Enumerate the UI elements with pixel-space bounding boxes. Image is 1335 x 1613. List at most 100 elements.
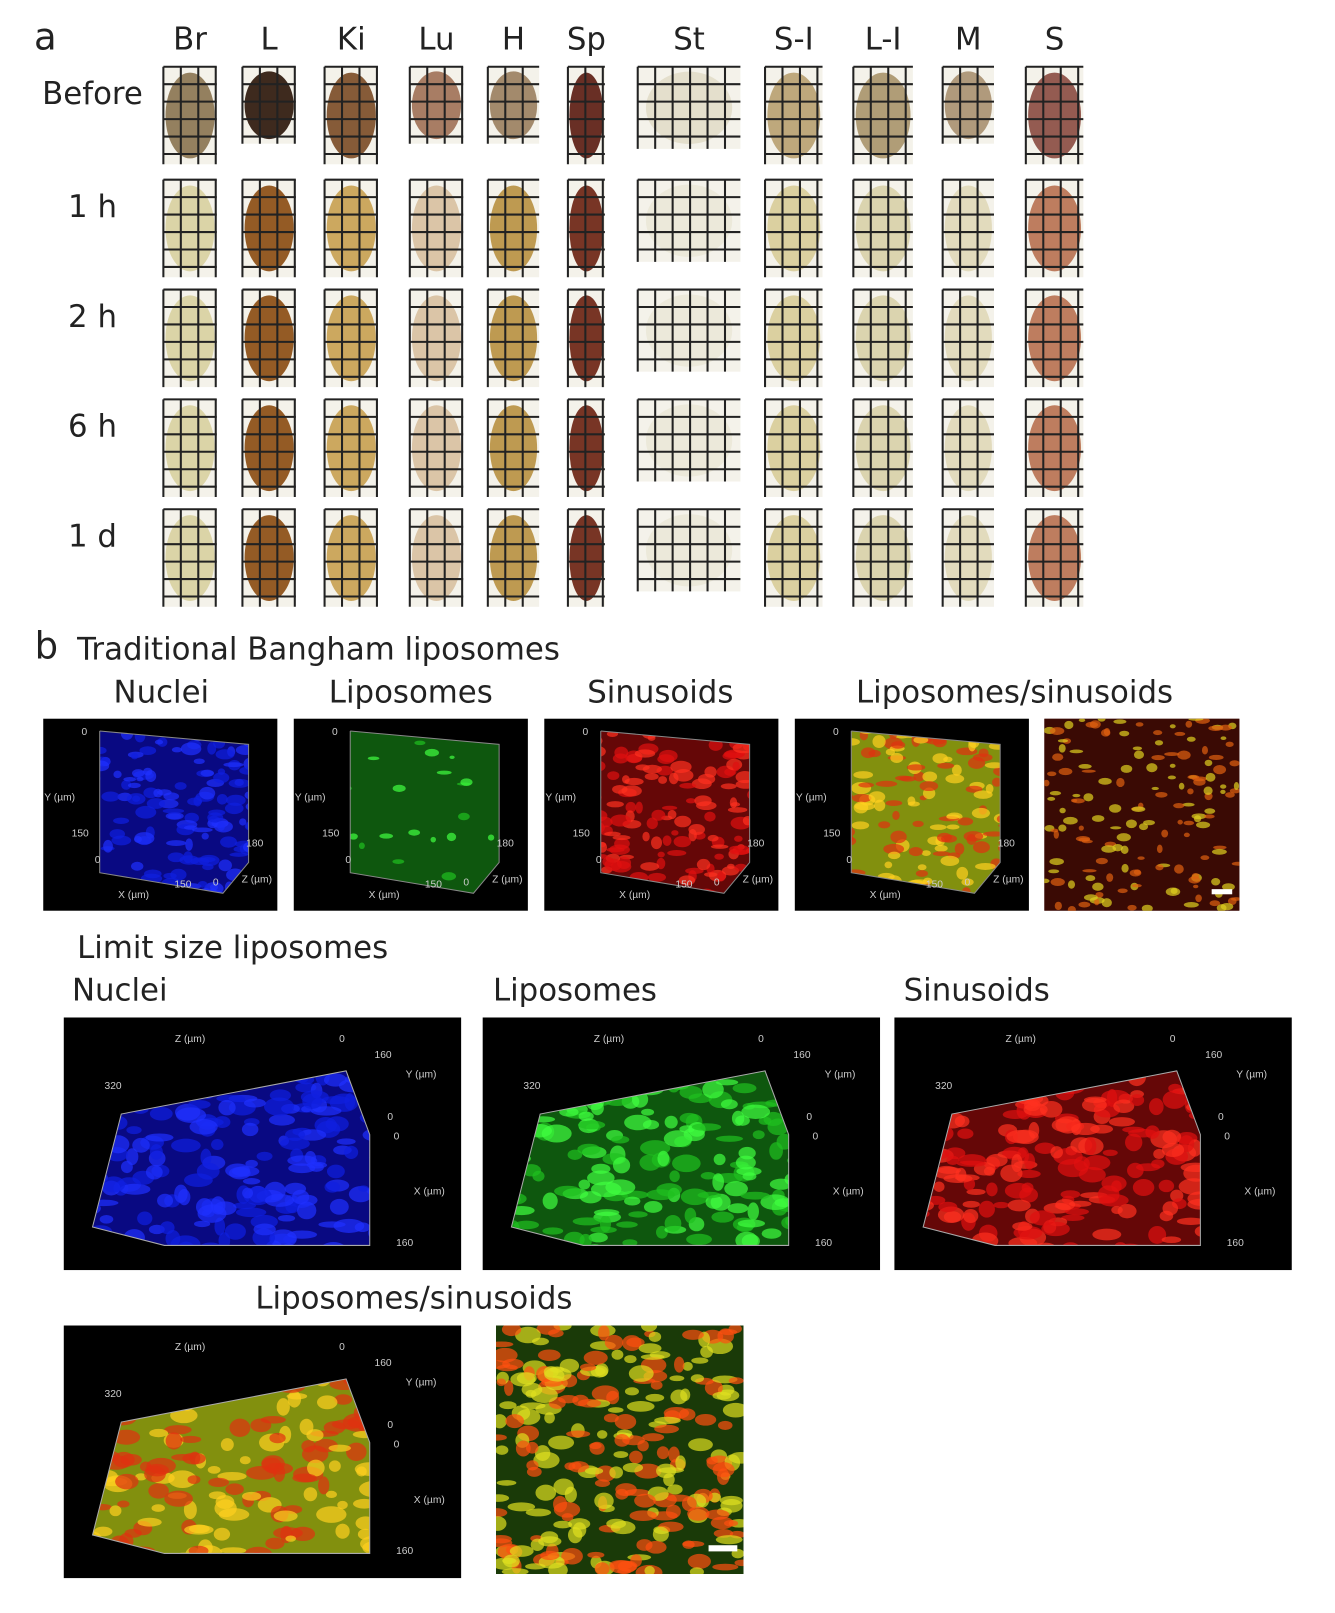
signal: [253, 1223, 276, 1236]
panel-label: b: [35, 624, 58, 667]
signal: [223, 762, 244, 768]
signal: [1101, 845, 1117, 853]
signal: [945, 774, 965, 784]
signal: [225, 1483, 244, 1496]
column-label: L: [261, 22, 278, 58]
signal: [183, 1500, 197, 1520]
signal: [1208, 754, 1224, 761]
signal: [201, 832, 209, 840]
signal: [1133, 869, 1141, 875]
signal: [1193, 884, 1199, 889]
column-label: S: [1045, 22, 1065, 58]
signal: [496, 1347, 518, 1363]
signal: [99, 760, 110, 772]
axis-label: Y (µm): [796, 792, 827, 803]
signal: [946, 824, 960, 830]
signal: [175, 1107, 207, 1123]
fluorescence: [1044, 718, 1240, 911]
signal: [344, 1093, 356, 1111]
signal: [705, 1195, 723, 1209]
signal: [577, 1398, 602, 1408]
signal: [346, 1442, 367, 1461]
tissue-photo: [162, 288, 217, 388]
signal: [971, 807, 990, 819]
signal: [542, 1227, 564, 1235]
signal: [1167, 775, 1176, 780]
signal: [664, 1214, 682, 1232]
signal: [460, 778, 473, 787]
signal: [135, 1473, 147, 1481]
signal: [962, 1200, 980, 1208]
signal: [609, 1466, 624, 1479]
signal: [336, 1138, 356, 1145]
axis-label: 0: [387, 1112, 393, 1123]
signal: [687, 1553, 711, 1569]
signal: [640, 1325, 658, 1332]
axis-label: 0: [213, 878, 219, 889]
signal: [711, 1211, 734, 1223]
signal: [644, 773, 659, 781]
signal: [688, 823, 705, 835]
signal: [597, 1430, 608, 1439]
signal: [224, 1223, 246, 1240]
signal: [1204, 759, 1213, 767]
box-edge: [349, 730, 500, 894]
signal: [697, 773, 716, 785]
signal: [1057, 1158, 1089, 1178]
signal: [645, 1393, 665, 1402]
signal: [761, 1228, 782, 1239]
signal: [324, 1181, 341, 1193]
tissue-photo: [636, 288, 741, 372]
signal: [164, 1490, 193, 1507]
signal: [558, 1395, 579, 1404]
signal: [192, 827, 213, 833]
signal: [741, 1104, 771, 1119]
tissue-photo: [323, 288, 378, 388]
axis-label: 0: [833, 727, 839, 738]
signal: [658, 776, 668, 784]
signal: [188, 1100, 211, 1109]
signal: [732, 1083, 757, 1094]
signal: [1220, 736, 1227, 741]
signal: [1098, 777, 1112, 785]
signal: [1050, 1146, 1063, 1159]
signal: [1058, 743, 1066, 753]
signal: [260, 1416, 286, 1424]
signal: [496, 1538, 513, 1548]
tissue-photo: [241, 508, 296, 607]
signal: [1101, 898, 1112, 908]
signal: [727, 807, 748, 813]
signal: [1017, 1169, 1041, 1179]
signal: [117, 1500, 130, 1508]
signal: [1178, 1178, 1201, 1195]
signal: [1220, 784, 1227, 789]
signal: [168, 1470, 197, 1488]
signal: [1083, 793, 1094, 802]
signal: [1095, 857, 1108, 865]
signal: [624, 777, 644, 786]
axis-label: 0: [758, 1034, 764, 1045]
signal: [663, 1406, 690, 1420]
signal: [717, 1420, 733, 1431]
signal: [160, 1221, 175, 1235]
tissue-photo: [636, 398, 741, 482]
signal: [594, 1479, 611, 1487]
signal: [540, 1550, 560, 1561]
signal: [654, 1424, 679, 1434]
signal: [135, 805, 157, 819]
signal: [612, 835, 631, 841]
tissue-photo: [941, 398, 995, 497]
signal: [220, 1438, 234, 1451]
signal: [986, 1182, 998, 1197]
signal: [174, 782, 187, 790]
signal: [307, 1459, 325, 1477]
signal: [123, 777, 137, 782]
signal: [502, 1557, 517, 1564]
signal: [1083, 894, 1098, 901]
tissue-photo: [323, 508, 378, 607]
signal: [325, 1116, 349, 1132]
signal: [149, 1428, 169, 1438]
signal: [940, 855, 960, 867]
signal: [520, 1402, 546, 1410]
signal: [1135, 722, 1144, 727]
